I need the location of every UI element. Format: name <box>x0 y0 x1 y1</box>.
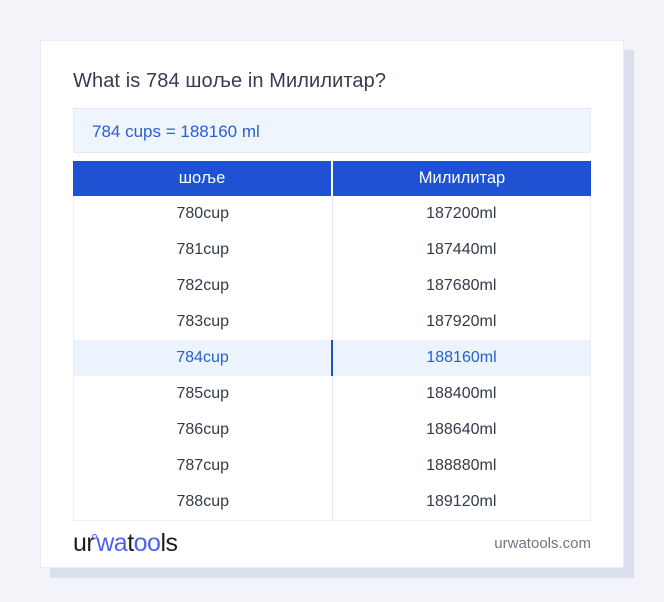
table-row: 783cup 187920ml <box>74 304 590 340</box>
cell-ml-value: 188160ml <box>426 349 497 366</box>
logo-text-wa: wa <box>96 529 128 557</box>
cell-cup-value: 781cup <box>74 232 333 268</box>
footer: urwatools urwatools.com <box>73 521 591 566</box>
table-row: 788cup 189120ml <box>74 484 590 520</box>
site-logo[interactable]: urwatools <box>73 529 178 558</box>
cell-ml-value: 187920ml <box>426 313 497 330</box>
cell-ml-value: 189120ml <box>426 493 497 510</box>
site-url: urwatools.com <box>494 535 591 552</box>
cell-cup-value: 783cup <box>74 304 333 340</box>
cell-ml-value: 188400ml <box>426 385 497 402</box>
table-header-cups: шоље <box>73 161 331 196</box>
table-body: 780cup 187200ml 781cup 187440ml 782cup 187680… <box>73 196 591 521</box>
cell-cup-value: 785cup <box>74 376 333 412</box>
conversion-result-text: 784 cups = 188160 ml <box>92 122 260 141</box>
cell-cup-value: 786cup <box>74 412 333 448</box>
cell-cup-value: 784cup <box>74 340 333 376</box>
table-header-milliliter: Милилитар <box>333 161 591 196</box>
table-row: 786cup 188640ml <box>74 412 590 448</box>
table-header-row: шоље Милилитар <box>73 161 591 196</box>
logo-text-ur: ur <box>73 529 95 557</box>
table-row: 782cup 187680ml <box>74 268 590 304</box>
table-row: 785cup 188400ml <box>74 376 590 412</box>
logo-ring-icon <box>92 534 98 539</box>
cell-ml-value: 188880ml <box>426 457 497 474</box>
table-row: 780cup 187200ml <box>74 196 590 232</box>
cell-cup-value: 782cup <box>74 268 333 304</box>
page-title: What is 784 шоље in Милилитар? <box>73 70 387 92</box>
converter-card: What is 784 шоље in Милилитар? 784 cups … <box>40 40 624 568</box>
cell-ml-value: 187680ml <box>426 277 497 294</box>
cell-ml-value: 187440ml <box>426 241 497 258</box>
cell-cup-value: 787cup <box>74 448 333 484</box>
table-row: 787cup 188880ml <box>74 448 590 484</box>
logo-text-ls: ls <box>160 529 178 557</box>
table-row: 781cup 187440ml <box>74 232 590 268</box>
cell-ml-value: 188640ml <box>426 421 497 438</box>
conversion-table: шоље Милилитар 780cup 187200ml 781cup 18744… <box>73 161 591 521</box>
cell-ml-value: 187200ml <box>426 205 497 222</box>
logo-text-t: t <box>127 529 134 557</box>
conversion-result-box: 784 cups = 188160 ml <box>73 108 591 153</box>
logo-text-oo: oo <box>133 529 161 557</box>
cell-cup-value: 780cup <box>74 196 333 232</box>
table-row: 784cup 188160ml <box>74 340 590 376</box>
cell-cup-value: 788cup <box>74 484 333 520</box>
